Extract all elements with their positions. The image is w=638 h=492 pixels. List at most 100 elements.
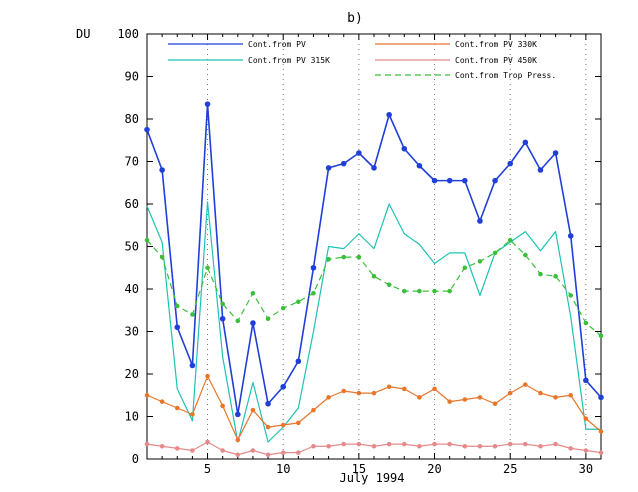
data-point — [537, 167, 544, 173]
data-point — [583, 416, 589, 421]
data-point — [507, 390, 513, 396]
data-point — [325, 165, 332, 171]
data-point — [507, 441, 513, 447]
data-point — [159, 167, 165, 173]
data-point — [205, 439, 210, 445]
data-point — [159, 254, 165, 260]
data-point — [296, 299, 301, 305]
data-point — [523, 382, 528, 387]
data-point — [356, 390, 362, 396]
data-point — [446, 177, 453, 184]
data-point — [326, 443, 331, 449]
data-point — [432, 441, 437, 447]
data-point — [416, 162, 423, 169]
data-point — [159, 443, 165, 449]
data-point — [144, 392, 150, 398]
data-point — [144, 441, 150, 447]
data-point — [250, 290, 256, 296]
data-point — [447, 399, 452, 404]
data-point — [553, 441, 558, 447]
data-point — [598, 333, 604, 339]
data-point — [341, 441, 347, 447]
y-tick-label: 20 — [125, 367, 139, 381]
data-point — [219, 315, 226, 322]
y-tick-label: 50 — [125, 240, 139, 254]
data-point — [567, 233, 574, 239]
legend-label: Cont.from PV 450K — [455, 56, 537, 65]
data-point — [235, 411, 241, 418]
x-tick-label: 10 — [276, 462, 290, 476]
data-point — [417, 288, 422, 294]
data-point — [523, 252, 528, 258]
data-point — [522, 139, 529, 146]
data-point — [507, 237, 513, 243]
data-point — [553, 395, 558, 400]
data-point — [235, 437, 241, 443]
series-cont-from-pv-330k — [144, 373, 604, 443]
data-point — [371, 165, 377, 171]
data-point — [296, 420, 301, 426]
grid — [207, 34, 587, 459]
series-cont-from-pv-450k — [144, 439, 604, 458]
data-point — [401, 145, 408, 152]
data-point — [371, 443, 377, 449]
data-point — [250, 448, 256, 453]
data-point — [568, 446, 574, 451]
data-point — [265, 400, 271, 407]
data-point — [280, 305, 286, 311]
y-tick-label: 0 — [132, 452, 139, 466]
legend-entry: Cont.from Trop Press. — [375, 71, 556, 80]
data-point — [477, 443, 483, 449]
data-point — [250, 407, 256, 413]
y-tick-label: 30 — [125, 325, 139, 339]
data-point — [552, 150, 559, 156]
data-point — [492, 401, 498, 407]
data-point — [235, 452, 241, 458]
data-point — [356, 254, 362, 260]
y-tick-label: 80 — [125, 112, 139, 126]
data-point — [492, 443, 498, 449]
series-cont-from-pv — [144, 101, 604, 418]
data-point — [295, 358, 302, 365]
data-point — [356, 150, 362, 156]
data-point — [538, 443, 543, 449]
legend: Cont.from PV Cont.from PV 315K Cont.from P… — [168, 40, 556, 80]
legend-label: Cont.from PV 315K — [248, 56, 330, 65]
data-point — [598, 394, 604, 401]
data-point — [447, 441, 452, 447]
data-point — [386, 384, 392, 390]
data-point — [356, 441, 362, 447]
data-point — [386, 282, 392, 288]
data-point — [477, 259, 483, 264]
data-point — [204, 101, 211, 107]
data-point — [280, 422, 286, 428]
data-point — [507, 160, 514, 167]
data-point — [583, 377, 589, 384]
data-point — [598, 450, 604, 455]
axes: 0 10 20 30 40 50 60 70 80 90 100 5 10 15 20 25 30 — [117, 27, 602, 476]
data-point — [265, 316, 271, 322]
data-point — [462, 397, 468, 402]
data-point — [190, 312, 195, 317]
data-point — [431, 177, 438, 184]
data-point — [492, 177, 498, 184]
data-point — [583, 448, 589, 453]
data-point — [174, 405, 180, 411]
data-point — [220, 301, 225, 307]
data-point — [583, 320, 589, 326]
data-point — [538, 271, 543, 277]
data-point — [386, 441, 392, 447]
data-point — [386, 111, 392, 118]
y-axis-label: DU — [76, 27, 90, 41]
data-point — [311, 407, 316, 413]
data-point — [371, 390, 377, 396]
series-line — [146, 201, 601, 443]
data-point — [174, 324, 181, 331]
y-tick-label: 40 — [125, 282, 139, 296]
data-point — [296, 450, 301, 455]
data-point — [568, 293, 574, 298]
data-point — [190, 412, 195, 417]
data-point — [523, 441, 528, 447]
data-point — [538, 390, 543, 396]
